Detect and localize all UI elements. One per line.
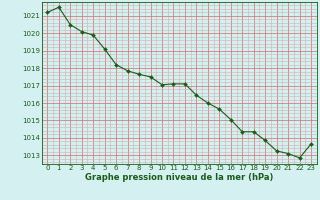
X-axis label: Graphe pression niveau de la mer (hPa): Graphe pression niveau de la mer (hPa) — [85, 173, 273, 182]
